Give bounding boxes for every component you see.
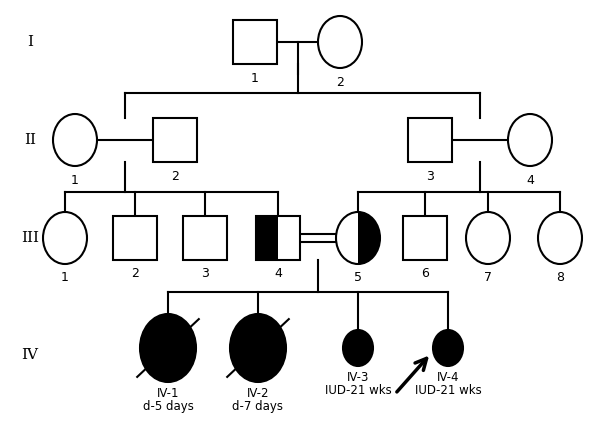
- Text: I: I: [27, 35, 33, 49]
- Text: IUD-21 wks: IUD-21 wks: [325, 384, 392, 397]
- Text: II: II: [24, 133, 36, 147]
- Text: 3: 3: [426, 170, 434, 183]
- Bar: [183, 216, 227, 260]
- Text: 1: 1: [251, 72, 259, 85]
- Text: 2: 2: [336, 76, 344, 89]
- Ellipse shape: [43, 212, 87, 264]
- Text: IV-4: IV-4: [437, 371, 459, 384]
- Text: 4: 4: [274, 267, 282, 280]
- Text: IV-3: IV-3: [347, 371, 369, 384]
- Text: 5: 5: [354, 271, 362, 284]
- Text: 7: 7: [484, 271, 492, 284]
- Text: 8: 8: [556, 271, 564, 284]
- Ellipse shape: [343, 330, 373, 366]
- Text: IUD-21 wks: IUD-21 wks: [415, 384, 481, 397]
- Text: 1: 1: [61, 271, 69, 284]
- Bar: [113, 216, 157, 260]
- Text: III: III: [21, 231, 39, 245]
- Bar: [233, 20, 277, 64]
- Text: 2: 2: [131, 267, 139, 280]
- Text: 4: 4: [526, 174, 534, 187]
- Bar: [403, 216, 447, 260]
- Ellipse shape: [53, 114, 97, 166]
- Ellipse shape: [538, 212, 582, 264]
- Text: IV: IV: [21, 348, 38, 362]
- Ellipse shape: [318, 16, 362, 68]
- Bar: [408, 118, 452, 162]
- Text: 6: 6: [421, 267, 429, 280]
- Text: d-5 days: d-5 days: [143, 400, 193, 413]
- Text: 1: 1: [71, 174, 79, 187]
- Polygon shape: [256, 216, 278, 260]
- Bar: [256, 216, 300, 260]
- Polygon shape: [358, 212, 380, 264]
- Text: IV-2: IV-2: [247, 387, 269, 400]
- Ellipse shape: [433, 330, 463, 366]
- Text: d-7 days: d-7 days: [232, 400, 284, 413]
- Ellipse shape: [508, 114, 552, 166]
- Ellipse shape: [466, 212, 510, 264]
- Bar: [153, 118, 197, 162]
- Ellipse shape: [336, 212, 380, 264]
- Text: IV-1: IV-1: [157, 387, 179, 400]
- Ellipse shape: [230, 314, 286, 382]
- Text: 2: 2: [171, 170, 179, 183]
- Ellipse shape: [140, 314, 196, 382]
- Text: 3: 3: [201, 267, 209, 280]
